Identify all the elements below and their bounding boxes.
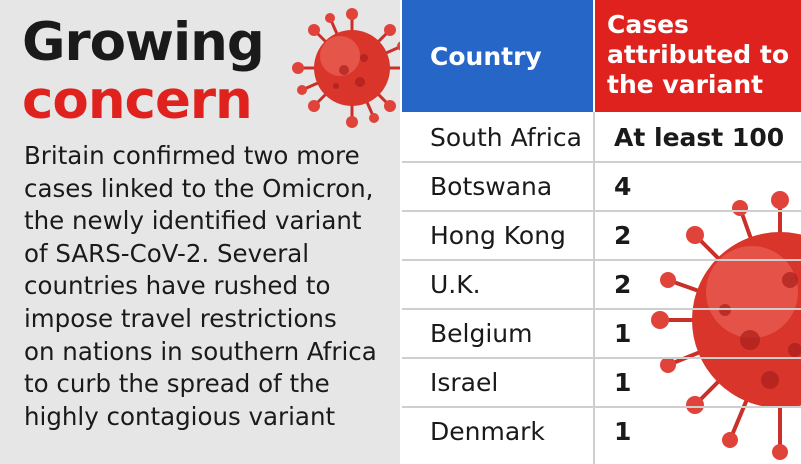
country-cell: Hong Kong [430,221,566,250]
cases-cell: 1 [614,319,632,348]
cases-column-header: Cases attributed to the variant [595,0,801,112]
country-cell: South Africa [430,123,582,152]
cases-cell: 2 [614,221,632,250]
table-row: Hong Kong 2 [402,212,801,261]
country-column-header: Country [402,0,593,112]
table-row: Denmark 1 [402,408,801,457]
cases-cell: 2 [614,270,632,299]
virus-illustration-small [292,8,412,128]
virus-illustration-large [651,191,801,460]
table-row: U.K. 2 [402,261,801,310]
country-cell: U.K. [430,270,481,299]
table-row: Belgium 1 [402,310,801,359]
cases-cell: 4 [614,172,632,201]
body-text: Britain confirmed two more cases linked … [24,141,377,431]
headline-line-1: Growing [22,12,265,73]
country-cell: Belgium [430,319,533,348]
table-row: Israel 1 [402,359,801,408]
country-cell: Denmark [430,417,545,446]
headline-line-2: concern [22,70,253,131]
country-cell: Israel [430,368,499,397]
table-row: Botswana 4 [402,163,801,212]
cases-cell: At least 100 [614,123,785,152]
column-divider [593,112,595,464]
country-cell: Botswana [430,172,553,201]
cases-cell: 1 [614,417,632,446]
table-row: South Africa At least 100 [402,114,801,163]
cases-cell: 1 [614,368,632,397]
